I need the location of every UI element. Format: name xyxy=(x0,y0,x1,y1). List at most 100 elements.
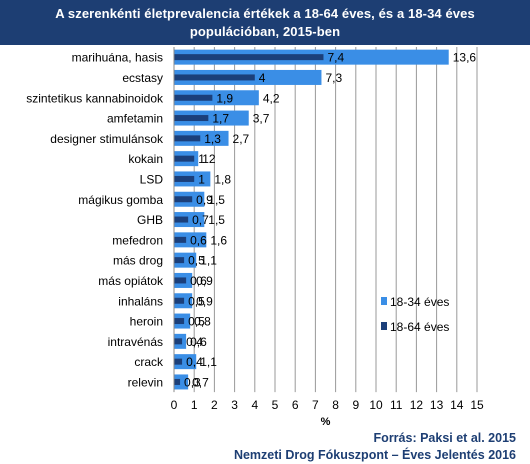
bar-18-64 xyxy=(174,257,185,264)
category-label: crack xyxy=(134,355,164,369)
legend-label-18-34: 18-34 éves xyxy=(390,295,449,309)
data-label-18-64: 1,3 xyxy=(204,132,221,146)
x-tick-label: 15 xyxy=(470,398,484,412)
bar-18-64 xyxy=(174,216,189,223)
bar-18-64 xyxy=(174,196,193,203)
x-tick-label: 1 xyxy=(191,398,198,412)
category-label: intravénás xyxy=(108,335,163,349)
data-label-18-64: 0,5 xyxy=(188,315,205,329)
data-label-18-64: 0,6 xyxy=(190,233,207,247)
legend-swatch-18-64 xyxy=(381,322,387,330)
category-label: LSD xyxy=(140,172,164,186)
data-label-18-34: 1,5 xyxy=(208,193,225,207)
bar-18-64 xyxy=(174,94,213,101)
data-label-18-34: 13,6 xyxy=(453,51,477,65)
data-label-18-64: 4 xyxy=(259,71,266,85)
data-label-18-34: 0,9 xyxy=(196,294,213,308)
data-label-18-34: 2,7 xyxy=(233,132,250,146)
x-tick-label: 4 xyxy=(251,398,258,412)
bar-18-34 xyxy=(174,110,249,126)
bar-18-64 xyxy=(174,135,201,142)
source-line1: Forrás: Paksi et al. 2015 xyxy=(373,431,516,445)
data-label-18-34: 0,9 xyxy=(196,274,213,288)
x-tick-label: 12 xyxy=(410,398,424,412)
data-label-18-64: 0,5 xyxy=(188,254,205,268)
data-label-18-34: 12 xyxy=(202,152,216,166)
category-label: kokain xyxy=(128,152,163,166)
x-tick-label: 9 xyxy=(352,398,359,412)
category-label: GHB xyxy=(137,213,163,227)
bar-18-64 xyxy=(174,297,185,304)
data-label-18-64: 0,7 xyxy=(192,213,209,227)
x-tick-label: 2 xyxy=(211,398,218,412)
bar-chart: marihuána, hasis 7,4 13,6 ecstasy 4 7,3 szinte… xyxy=(26,47,484,428)
x-tick-label: 0 xyxy=(171,398,178,412)
data-label-18-64: 0,3 xyxy=(184,375,201,389)
category-label: relevin xyxy=(128,375,163,389)
data-label-18-34: 3,7 xyxy=(253,112,270,126)
bar-18-34 xyxy=(174,130,229,146)
bar-18-34 xyxy=(174,252,197,268)
category-label: designer stimulánsok xyxy=(50,132,164,146)
legend-label-18-64: 18-64 éves xyxy=(390,320,449,334)
category-label: ecstasy xyxy=(122,71,163,85)
category-label: heroin xyxy=(130,315,163,329)
category-label: mágikus gomba xyxy=(78,193,163,207)
bar-18-64 xyxy=(174,358,183,365)
bar-18-34 xyxy=(174,90,259,106)
bar-18-64 xyxy=(174,54,324,61)
bar-18-64 xyxy=(174,318,185,325)
bar-18-64 xyxy=(174,175,195,182)
data-label-18-64: 1,7 xyxy=(212,112,229,126)
data-label-18-64: 1 xyxy=(198,172,205,186)
data-label-18-64: 0,4 xyxy=(186,355,203,369)
bar-18-34 xyxy=(174,374,189,390)
data-label-18-34: 1,5 xyxy=(208,213,225,227)
data-label-18-34: 0,7 xyxy=(192,375,209,389)
bar-18-64 xyxy=(174,74,255,81)
bar-18-64 xyxy=(174,277,187,284)
data-label-18-34: 7,3 xyxy=(325,71,342,85)
x-tick-label: 10 xyxy=(369,398,383,412)
data-label-18-64: 0,9 xyxy=(196,193,213,207)
data-label-18-64: 0,5 xyxy=(188,294,205,308)
data-label-18-34: 1,1 xyxy=(200,254,217,268)
title-band: A szerenkénti életprevalencia értékek a … xyxy=(0,0,530,45)
x-tick-label: 11 xyxy=(390,398,403,412)
x-tick-label: 13 xyxy=(430,398,444,412)
x-tick-label: 14 xyxy=(450,398,464,412)
x-axis-label: % xyxy=(321,416,331,428)
category-label: más drog xyxy=(113,254,163,268)
data-label-18-34: 0,6 xyxy=(190,335,207,349)
bar-18-64 xyxy=(174,338,183,345)
category-label: más opiátok xyxy=(98,274,164,288)
data-label-18-34: 1,6 xyxy=(210,233,227,247)
data-label-18-64: 7,4 xyxy=(327,51,344,65)
data-label-18-64: 1,9 xyxy=(216,91,233,105)
bar-18-64 xyxy=(174,236,187,243)
bar-18-64 xyxy=(174,378,181,385)
data-label-18-34: 1,8 xyxy=(214,172,231,186)
chart-title-line1: A szerenkénti életprevalencia értékek a … xyxy=(55,6,475,21)
data-label-18-34: 4,2 xyxy=(263,91,280,105)
x-tick-label: 8 xyxy=(332,398,339,412)
category-label: marihuána, hasis xyxy=(72,51,163,65)
category-label: amfetamin xyxy=(107,112,163,126)
bar-18-34 xyxy=(174,232,207,248)
source-line2: Nemzeti Drog Fókuszpont – Éves Jelentés … xyxy=(233,448,516,462)
data-label-18-34: 0,8 xyxy=(194,315,211,329)
category-label: szintetikus kannabinoidok xyxy=(26,91,164,105)
bar-18-34 xyxy=(174,212,205,228)
x-tick-label: 5 xyxy=(272,398,279,412)
data-label-18-34: 1,1 xyxy=(200,355,217,369)
data-label-18-64: 0,6 xyxy=(190,274,207,288)
data-label-18-64: 1 xyxy=(198,152,205,166)
x-tick-label: 3 xyxy=(231,398,238,412)
bar-18-34 xyxy=(174,354,197,370)
bar-18-64 xyxy=(174,155,195,162)
chart-title-line2: populációban, 2015-ben xyxy=(189,24,341,39)
category-label: mefedron xyxy=(112,233,163,247)
category-label: inhaláns xyxy=(118,294,163,308)
bar-18-64 xyxy=(174,115,209,122)
x-tick-label: 7 xyxy=(312,398,319,412)
